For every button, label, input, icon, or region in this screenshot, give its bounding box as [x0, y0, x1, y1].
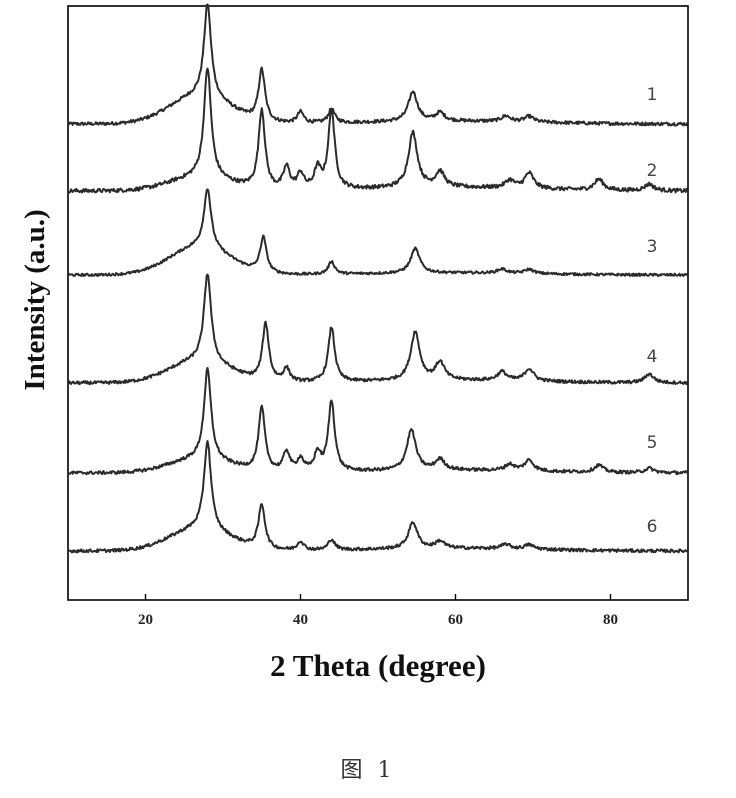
x-axis-ticks: 20 40 60 80	[138, 594, 618, 628]
series-line-1	[68, 5, 688, 126]
x-tick-label: 60	[448, 612, 463, 628]
series-layer: 1 2 3 4 5 6	[68, 5, 688, 553]
series-label-1: 1	[647, 85, 658, 105]
series-line-6	[68, 441, 688, 552]
figure-caption: 图 1	[0, 752, 736, 784]
series-label-4: 4	[647, 347, 658, 367]
series-label-6: 6	[647, 517, 658, 537]
series-label-2: 2	[647, 161, 658, 181]
x-axis-title: 2 Theta (degree)	[270, 648, 486, 683]
series-label-3: 3	[647, 237, 658, 257]
x-tick-label: 80	[603, 612, 618, 628]
series-line-5	[68, 368, 688, 474]
series-line-3	[68, 189, 688, 276]
series-label-5: 5	[647, 433, 658, 453]
x-tick-label: 20	[138, 612, 153, 628]
series-line-2	[68, 69, 688, 193]
series-line-4	[68, 275, 688, 385]
plot-frame	[68, 6, 688, 600]
x-tick-label: 40	[293, 612, 308, 628]
y-axis-title: Intensity (a.u.)	[19, 209, 51, 390]
